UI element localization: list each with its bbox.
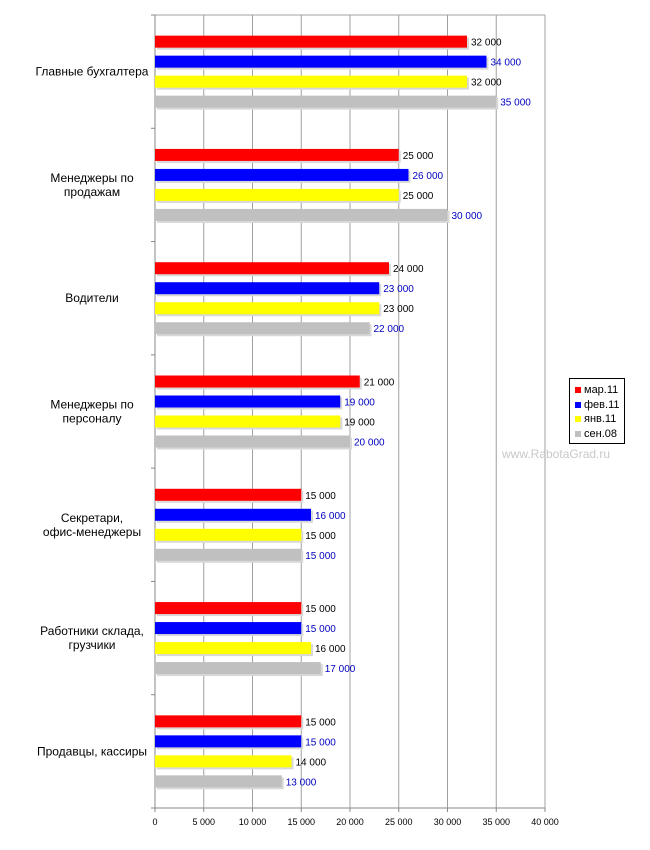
bar	[155, 148, 399, 161]
data-label: 22 000	[374, 324, 405, 335]
data-label: 14 000	[296, 757, 327, 768]
category-label: офис-менеджеры	[43, 525, 141, 539]
data-label: 24 000	[393, 264, 424, 275]
x-tick-label: 5 000	[192, 817, 215, 827]
data-label: 19 000	[344, 398, 375, 409]
bar	[155, 55, 487, 68]
legend-label: сен.08	[584, 427, 617, 440]
legend: мар.11 фев.11 янв.11 сен.08	[569, 378, 625, 444]
data-label: 15 000	[305, 717, 336, 728]
legend-item-sep08: сен.08	[575, 427, 624, 442]
x-tick-label: 25 000	[385, 817, 413, 827]
legend-swatch-icon	[575, 401, 581, 408]
data-label: 21 000	[364, 378, 395, 389]
bar	[155, 488, 302, 501]
watermark: www.RabotaGrad.ru	[502, 447, 611, 461]
data-label: 26 000	[413, 171, 444, 182]
category-label: Водители	[65, 291, 118, 305]
legend-swatch-icon	[575, 416, 581, 423]
bar	[155, 168, 409, 181]
bar	[155, 662, 321, 675]
bar	[155, 262, 389, 275]
bar	[155, 622, 302, 635]
data-label: 13 000	[286, 777, 317, 788]
data-label: 17 000	[325, 664, 356, 675]
data-label: 23 000	[383, 304, 414, 315]
legend-item-feb11: фев.11	[575, 398, 624, 413]
bar	[155, 755, 292, 768]
data-label: 15 000	[305, 604, 336, 615]
bar	[155, 508, 311, 521]
data-label: 15 000	[305, 531, 336, 542]
x-tick-label: 20 000	[336, 817, 364, 827]
data-label: 35 000	[500, 98, 531, 109]
legend-label: янв.11	[584, 413, 617, 426]
x-tick-label: 35 000	[482, 817, 510, 827]
bar	[155, 188, 399, 201]
data-label: 34 000	[491, 58, 522, 69]
category-label: Работники склада,	[40, 624, 144, 638]
bar	[155, 302, 380, 315]
bar	[155, 435, 350, 448]
bar	[155, 208, 448, 221]
category-label: персоналу	[63, 412, 122, 426]
x-tick-label: 10 000	[239, 817, 267, 827]
data-label: 23 000	[383, 284, 414, 295]
data-label: 15 000	[305, 737, 336, 748]
bar	[155, 715, 302, 728]
bar	[155, 642, 311, 655]
bar	[155, 95, 497, 108]
data-label: 20 000	[354, 438, 385, 449]
x-tick-label: 30 000	[434, 817, 462, 827]
legend-swatch-icon	[575, 430, 581, 437]
category-label: Менеджеры по	[50, 398, 134, 412]
bar	[155, 282, 380, 295]
bar	[155, 35, 467, 48]
legend-item-mar11: мар.11	[575, 383, 624, 398]
data-label: 15 000	[305, 551, 336, 562]
bar	[155, 602, 302, 615]
bar	[155, 735, 302, 748]
category-label: Секретари,	[61, 511, 123, 525]
data-label: 16 000	[315, 644, 346, 655]
category-label: продажам	[64, 185, 120, 199]
data-label: 30 000	[452, 211, 483, 222]
bar	[155, 548, 302, 561]
data-label: 25 000	[403, 151, 434, 162]
data-label: 25 000	[403, 191, 434, 202]
x-tick-label: 0	[152, 817, 157, 827]
x-tick-label: 40 000	[531, 817, 559, 827]
bar	[155, 322, 370, 335]
bar	[155, 75, 467, 88]
data-label: 15 000	[305, 624, 336, 635]
bar	[155, 415, 341, 428]
category-label: Главные бухгалтера	[36, 65, 149, 79]
legend-swatch-icon	[575, 387, 581, 394]
data-label: 19 000	[344, 418, 375, 429]
category-label: Продавцы, кассиры	[37, 744, 147, 758]
bar	[155, 775, 282, 788]
category-label: Менеджеры по	[50, 171, 134, 185]
bar	[155, 375, 360, 388]
x-tick-label: 15 000	[287, 817, 315, 827]
data-label: 32 000	[471, 78, 502, 89]
legend-label: мар.11	[584, 384, 619, 397]
data-label: 16 000	[315, 511, 346, 522]
category-label: грузчики	[69, 638, 116, 652]
legend-item-jan11: янв.11	[575, 412, 624, 427]
bar	[155, 395, 341, 408]
legend-label: фев.11	[584, 398, 620, 411]
data-label: 32 000	[471, 38, 502, 49]
bar	[155, 528, 302, 541]
data-label: 15 000	[305, 491, 336, 502]
